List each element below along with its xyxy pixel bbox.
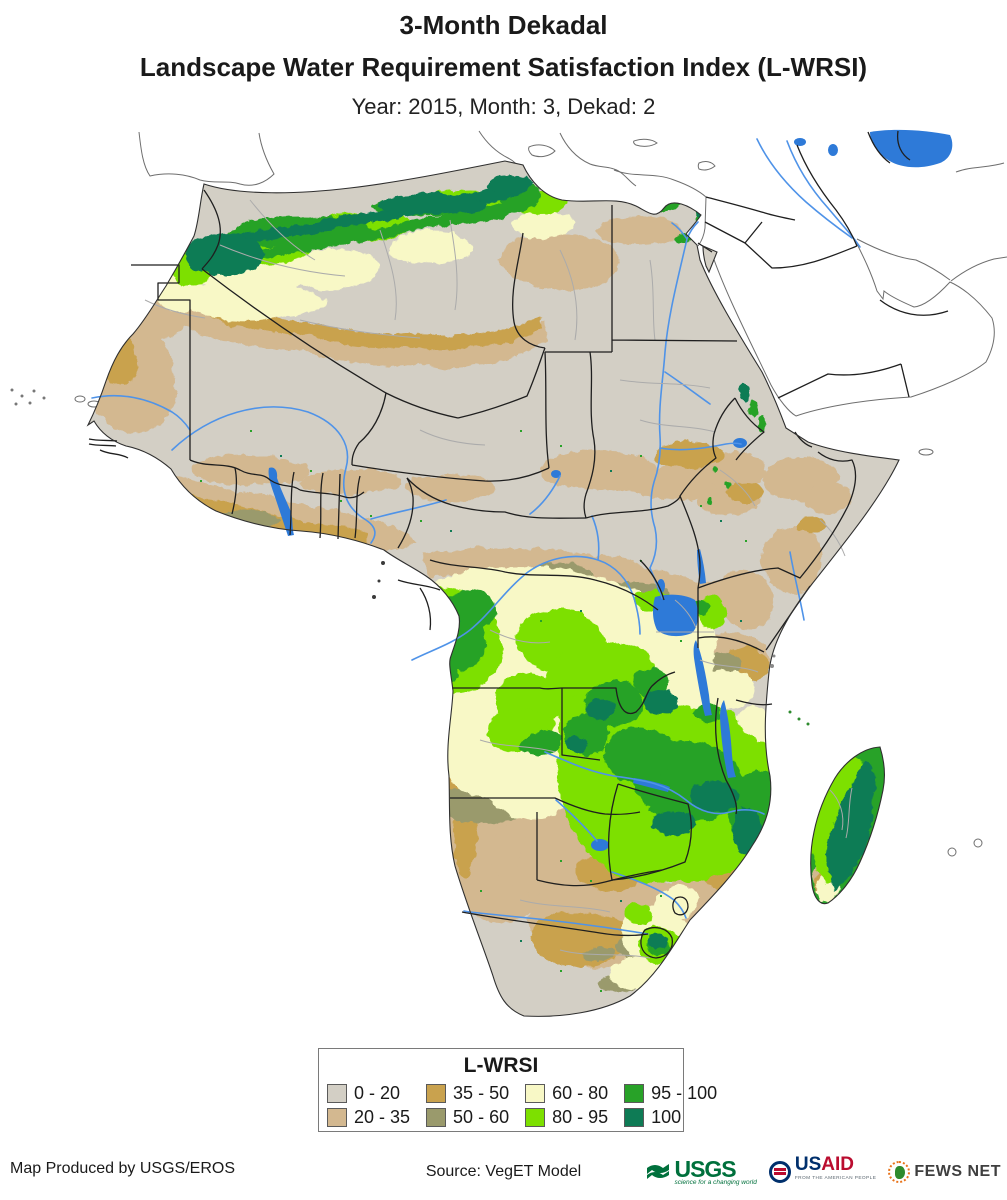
- legend-item: 0 - 20: [327, 1083, 410, 1104]
- legend-swatch: [624, 1084, 645, 1103]
- usaid-seal-icon: [768, 1161, 791, 1183]
- map-title-line2: Landscape Water Requirement Satisfaction…: [139, 52, 868, 82]
- balkans-coastline: [559, 132, 637, 187]
- atbara-river: [664, 371, 711, 405]
- footer-source: Source: VegET Model: [425, 1163, 582, 1180]
- legend-column: 0 - 20 20 - 35: [327, 1083, 410, 1128]
- footer-produced-by: Map Produced by USGS/EROS: [10, 1160, 235, 1177]
- legend-swatch: [525, 1108, 546, 1127]
- legend-column: 60 - 80 80 - 95: [525, 1083, 608, 1128]
- country-borders-layer: [88, 130, 949, 959]
- okavango-delta: [591, 839, 609, 851]
- lake-malawi: [720, 700, 736, 778]
- admin-borders-layer: [144, 199, 853, 959]
- legend-title: L-WRSI: [463, 1054, 539, 1077]
- turkey-levant-coastline: [613, 169, 707, 247]
- legend-label: 95 - 100: [651, 1083, 718, 1103]
- legend-label: 50 - 60: [453, 1107, 510, 1127]
- sinai-landmass: [703, 246, 717, 272]
- usgs-logo-text: USGS: [674, 1155, 736, 1182]
- legend-item: 60 - 80: [525, 1083, 608, 1104]
- socotra-island: [918, 448, 934, 456]
- footer-logos: USGS science for a changing world USAID …: [646, 1150, 1001, 1194]
- cape-verde-islands: [10, 388, 46, 406]
- usaid-logo-text-aid: AID: [821, 1154, 854, 1175]
- blue-nile-river: [659, 442, 742, 451]
- fewsnet-logo: FEWS NET: [888, 1161, 1001, 1183]
- usgs-logo-tagline: science for a changing world: [674, 1178, 757, 1186]
- usgs-logo: USGS science for a changing world: [646, 1155, 757, 1186]
- legend-swatch: [426, 1084, 447, 1103]
- sinai-coast-outline: [702, 245, 718, 274]
- legend-label: 0 - 20: [354, 1083, 401, 1103]
- usgs-wave-icon: [647, 1164, 670, 1179]
- chari-river: [529, 475, 561, 515]
- cyprus-island: [697, 161, 716, 171]
- caspian-south-coastline: [955, 162, 1005, 173]
- spain-coastline: [138, 131, 275, 186]
- lake-kariba: [633, 778, 670, 792]
- lake-victoria: [652, 594, 699, 637]
- legend-column: 95 - 100 100: [624, 1083, 717, 1128]
- legend-item: 100: [624, 1107, 717, 1128]
- caspian-sea: [870, 129, 953, 168]
- legend-label: 60 - 80: [552, 1083, 609, 1103]
- nile-delta-branches: [671, 221, 699, 240]
- legend-swatch: [327, 1084, 347, 1103]
- madagascar-coast-outline: [810, 746, 885, 905]
- lake-van: [794, 138, 806, 146]
- benue-river: [370, 499, 447, 520]
- legend-label: 20 - 35: [354, 1107, 411, 1127]
- legend-box: L-WRSI 0 - 20 20 - 35 35 - 50 50 - 60 60 - 8…: [318, 1048, 717, 1132]
- legend-swatch: [426, 1108, 447, 1127]
- crete-island: [633, 138, 658, 147]
- legend-item: 35 - 50: [426, 1083, 509, 1104]
- ubangi-river: [591, 515, 600, 561]
- legend-label: 80 - 95: [552, 1107, 609, 1127]
- lake-chad: [551, 470, 561, 478]
- legend-item: 95 - 100: [624, 1083, 717, 1104]
- jubba-river: [789, 551, 805, 621]
- fewsnet-globe-icon: [888, 1161, 911, 1183]
- arabia-coastline: [710, 243, 995, 417]
- okavango-river: [555, 799, 598, 842]
- africa-coast-outline: [86, 160, 900, 1017]
- map-subtitle: Year: 2015, Month: 3, Dekad: 2: [351, 94, 656, 119]
- legend-label: 100: [651, 1107, 682, 1127]
- gulf-of-guinea-islands: [372, 561, 810, 726]
- legend-items: 0 - 20 20 - 35 35 - 50 50 - 60 60 - 80 80 - 9…: [319, 1078, 717, 1128]
- legend-item: 20 - 35: [327, 1107, 410, 1128]
- orange-river: [463, 910, 649, 935]
- legend-swatch: [327, 1108, 347, 1127]
- tigris-river: [786, 140, 861, 248]
- niger-river: [171, 406, 376, 544]
- legend-item: 50 - 60: [426, 1107, 509, 1128]
- lake-tanganyika: [693, 640, 712, 716]
- usaid-logo-tagline: FROM THE AMERICAN PEOPLE: [794, 1176, 877, 1181]
- usaid-logo-text-us: US: [794, 1154, 822, 1175]
- senegal-river: [91, 394, 191, 431]
- legend-swatch: [624, 1108, 645, 1127]
- congo-river: [411, 555, 641, 661]
- legend-label: 35 - 50: [453, 1083, 510, 1103]
- usaid-logo: USAID FROM THE AMERICAN PEOPLE: [768, 1155, 877, 1186]
- euphrates-river: [756, 138, 853, 239]
- raster-speckles: [150, 430, 747, 1002]
- map-title-line1: 3-Month Dekadal: [399, 10, 608, 40]
- lake-volta: [268, 467, 294, 536]
- legend-swatch: [525, 1084, 546, 1103]
- fewsnet-logo-text: FEWS NET: [914, 1163, 1001, 1180]
- indian-ocean-islands: [947, 838, 983, 857]
- sicily-island: [528, 144, 556, 158]
- zambezi-river: [544, 751, 765, 815]
- legend-item: 80 - 95: [525, 1107, 608, 1128]
- lake-urmia: [828, 144, 838, 156]
- legend-column: 35 - 50 50 - 60: [426, 1083, 509, 1128]
- gulf-of-oman-coastline: [950, 256, 1007, 282]
- iran-gulf-coastline: [856, 238, 951, 281]
